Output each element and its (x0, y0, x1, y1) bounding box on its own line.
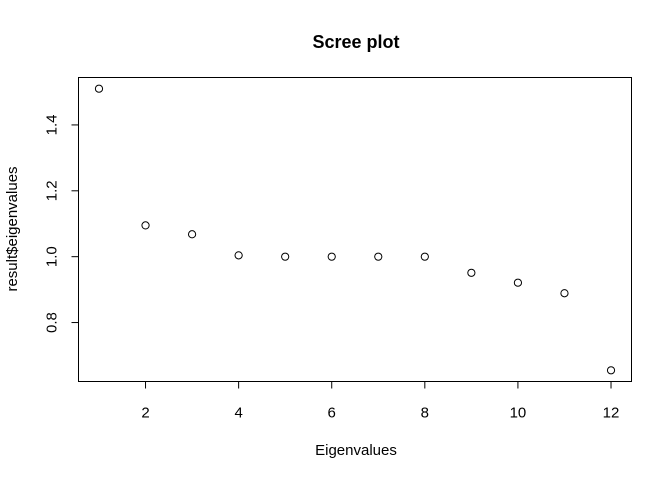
data-point (560, 289, 569, 298)
data-point (281, 252, 290, 261)
x-tick-label: 4 (234, 405, 242, 422)
y-axis-label: result$eigenvalues (4, 166, 21, 291)
data-point (94, 84, 104, 93)
data-point (187, 230, 197, 239)
data-point (374, 252, 383, 261)
y-tick-label: 1.4 (44, 114, 61, 135)
x-tick-label: 2 (141, 405, 149, 422)
y-tick-label: 1.2 (44, 180, 61, 201)
chart-title: Scree plot (312, 32, 399, 52)
data-point (327, 252, 336, 261)
y-axis: 0.8 1.0 1.2 1.4 (44, 114, 79, 333)
data-point (234, 251, 243, 260)
data-point (513, 278, 523, 287)
data-point (141, 221, 150, 230)
data-point (420, 252, 429, 261)
data-points (94, 84, 616, 375)
x-axis-label: Eigenvalues (315, 442, 397, 459)
x-tick-label: 8 (421, 405, 429, 422)
y-tick-label: 1.0 (44, 246, 61, 267)
data-point (606, 366, 616, 375)
x-tick-label: 12 (603, 405, 620, 422)
data-point (467, 268, 476, 277)
x-axis: 2 4 6 8 10 12 (141, 381, 620, 422)
plot-frame (78, 77, 632, 382)
x-tick-label: 6 (328, 405, 336, 422)
y-tick-label: 0.8 (44, 312, 61, 333)
x-tick-label: 10 (510, 405, 527, 422)
